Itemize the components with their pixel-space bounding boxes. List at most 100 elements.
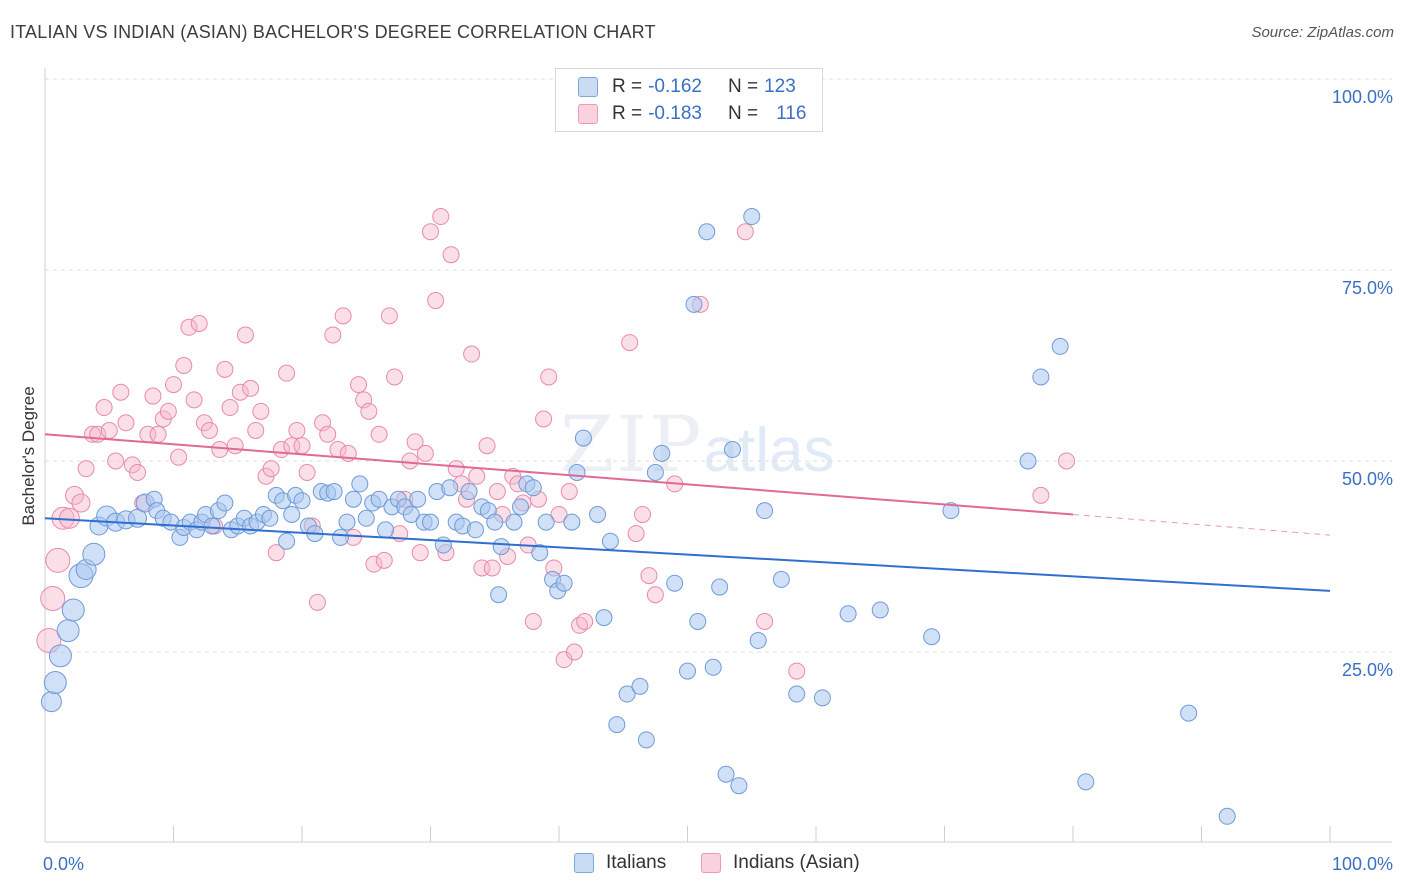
legend-item-italians: Italians (574, 852, 666, 874)
italians-point-56 (402, 505, 420, 523)
indians-point-101 (565, 643, 583, 661)
indians-point-49 (298, 463, 316, 481)
indians-point-66 (386, 368, 404, 386)
indians-point-20 (149, 425, 167, 443)
italians-point-97 (704, 658, 722, 676)
italians-point-80 (555, 574, 573, 592)
y-tick-label-25: 25.0% (1342, 660, 1393, 680)
italians-point-100 (723, 441, 741, 459)
italians-point-84 (589, 505, 607, 523)
indians-point-96 (540, 368, 558, 386)
italians-point-81 (563, 513, 581, 531)
italians-point-45 (332, 528, 350, 546)
italians-point-86 (601, 532, 619, 550)
indians-point-38 (242, 379, 260, 397)
italians-point-57 (409, 490, 427, 508)
italians-point-117 (1218, 807, 1236, 825)
indians-point-19 (144, 387, 162, 405)
italians-point-46 (338, 513, 356, 531)
italians-point-94 (679, 662, 696, 680)
indians-point-24 (170, 448, 188, 466)
indians-point-43 (267, 544, 285, 562)
indians-point-86 (488, 483, 506, 501)
indians-point-73 (422, 223, 439, 241)
legend-row-italians: R = -0.162 N = 123 (578, 75, 796, 99)
indians-point-77 (442, 246, 460, 264)
italians-point-59 (422, 513, 439, 531)
italians-point-105 (772, 570, 790, 588)
italians-legend-swatch (574, 853, 594, 873)
italians-point-0 (40, 691, 62, 713)
indians-point-62 (365, 555, 383, 573)
indians-point-1 (40, 586, 66, 612)
italians-point-7 (82, 542, 106, 566)
n-value-italians: 123 (764, 76, 796, 97)
indians-point-114 (1032, 486, 1050, 504)
indians-point-75 (432, 208, 450, 226)
indians-point-111 (736, 223, 754, 241)
italians-point-65 (460, 483, 478, 501)
italians-point-73 (511, 498, 529, 516)
italians-point-47 (344, 490, 362, 508)
indians-point-107 (640, 567, 658, 585)
italians-point-37 (283, 505, 301, 523)
indians-swatch (578, 104, 598, 124)
chart-title: ITALIAN VS INDIAN (ASIAN) BACHELOR'S DEG… (10, 22, 656, 42)
italians-point-95 (689, 612, 707, 630)
indians-point-12 (107, 452, 125, 470)
indians-point-93 (524, 612, 542, 630)
indians-point-84 (478, 437, 496, 455)
indians-point-45 (278, 364, 296, 382)
indians-point-115 (1058, 452, 1076, 470)
indians-point-81 (463, 345, 481, 363)
indians-point-108 (646, 586, 664, 604)
italians-point-104 (756, 502, 774, 520)
indians-point-35 (226, 437, 244, 455)
italians-point-76 (531, 544, 549, 562)
italians-point-115 (1077, 773, 1095, 791)
italians-point-70 (492, 538, 510, 556)
italians-point-107 (813, 689, 831, 707)
italians-point-49 (357, 509, 375, 527)
italians-point-39 (293, 492, 311, 510)
indians-point-85 (483, 559, 501, 577)
italians-point-89 (631, 677, 649, 695)
italians-point-62 (441, 479, 459, 497)
indians-point-98 (550, 505, 568, 523)
y-tick-label-75: 75.0% (1342, 278, 1393, 298)
italians-point-108 (839, 605, 857, 623)
italians-point-44 (325, 483, 343, 501)
italians-point-99 (717, 765, 735, 783)
italians-point-3 (56, 619, 80, 643)
italians-point-66 (466, 521, 484, 539)
indians-point-22 (159, 402, 177, 420)
italians-point-77 (537, 513, 555, 531)
italians-point-110 (923, 628, 941, 646)
indians-point-14 (117, 414, 135, 432)
italians-point-87 (608, 716, 626, 734)
indians-point-104 (621, 334, 639, 352)
italians-point-52 (377, 521, 395, 539)
italians-point-114 (1051, 337, 1069, 355)
indians-point-13 (112, 383, 130, 401)
y-tick-label-100: 100.0% (1332, 87, 1393, 107)
italians-point-26 (216, 494, 234, 512)
indians-legend-swatch (701, 853, 721, 873)
italians-point-90 (637, 731, 655, 749)
italians-trend-line (44, 517, 1331, 592)
indians-point-26 (180, 318, 198, 336)
italians-point-1 (43, 671, 67, 695)
italians-point-113 (1032, 368, 1050, 386)
indians-point-78 (447, 460, 465, 478)
indians-point-33 (216, 360, 234, 378)
n-label: N = (727, 76, 759, 97)
italians-point-91 (646, 463, 664, 481)
indians-point-10 (95, 399, 113, 417)
indians-point-6 (71, 493, 91, 513)
indians-point-71 (411, 544, 429, 562)
indians-point-34 (221, 399, 239, 417)
italians-point-69 (486, 513, 504, 531)
correlation-legend: R = -0.162 N = 123 R = -0.183 N = 116 (555, 68, 823, 132)
italians-point-82 (568, 463, 586, 481)
italians-point-98 (711, 578, 729, 596)
